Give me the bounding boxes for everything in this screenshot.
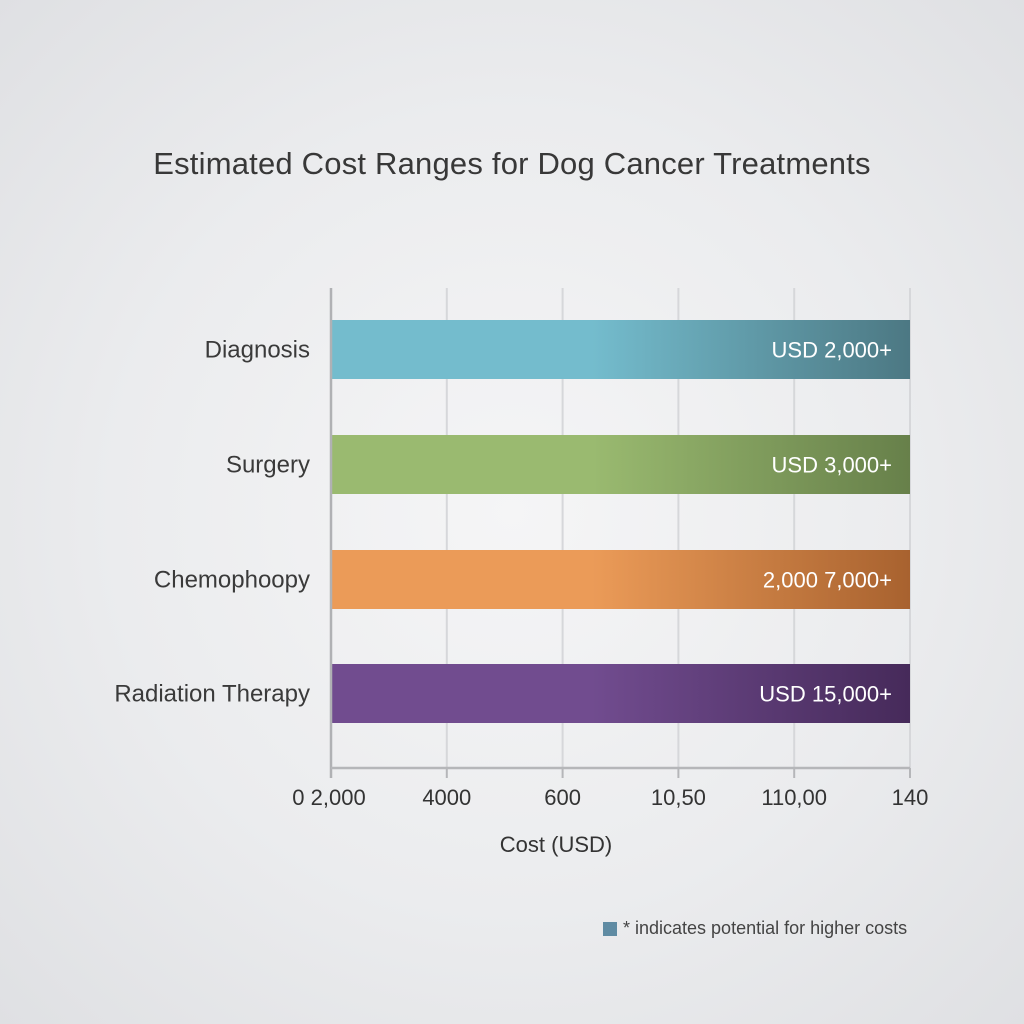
x-axis-title: Cost (USD) [500, 832, 612, 857]
category-label: Diagnosis [205, 337, 310, 364]
x-tick-label: 600 [544, 785, 581, 810]
footnote: * indicates potential for higher costs [603, 918, 907, 939]
x-tick-label: 4000 [422, 785, 471, 810]
bar [332, 664, 910, 723]
category-label: Surgery [226, 452, 310, 479]
x-tick-label: 110,00 [761, 785, 827, 810]
x-tick-label: 140 [892, 785, 929, 810]
bar-value-label: 2,000 7,000+ [763, 568, 892, 593]
footnote-text: * indicates potential for higher costs [623, 918, 908, 938]
chart-title: Estimated Cost Ranges for Dog Cancer Tre… [153, 146, 871, 181]
bar [332, 550, 910, 609]
bar-value-label: USD 2,000+ [772, 338, 892, 363]
bar-value-label: USD 15,000+ [759, 682, 892, 707]
category-label: Chemophoopy [154, 567, 310, 594]
labels: 0 2,000 4000 600 10,50 110,00 140 Cost (USD) Di… [114, 337, 928, 858]
legend-swatch [603, 921, 617, 936]
bars [332, 320, 910, 723]
category-label: Radiation Therapy [114, 681, 310, 708]
bar [332, 320, 910, 379]
axes [329, 288, 911, 778]
x-tick-label: 10,50 [651, 785, 706, 810]
bar [332, 435, 910, 494]
x-tick-label: 0 2,000 [292, 785, 365, 810]
bar-value-label: USD 3,000+ [772, 453, 892, 478]
